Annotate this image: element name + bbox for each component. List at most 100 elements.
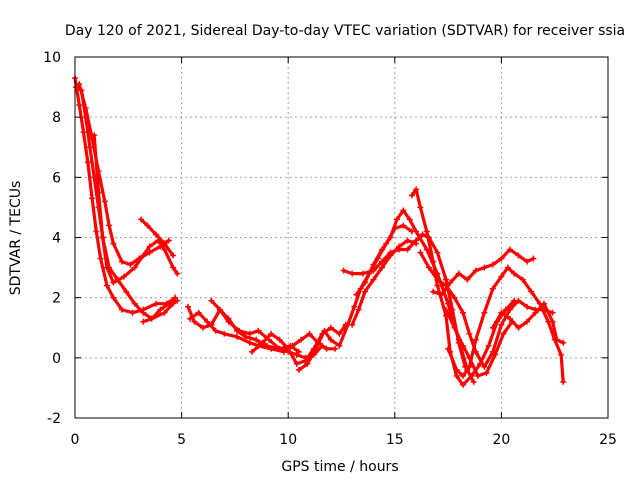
data-point: [287, 342, 294, 349]
data-point: [449, 306, 456, 313]
data-point: [106, 222, 113, 229]
data-point: [434, 276, 441, 283]
data-point: [268, 330, 275, 337]
data-point: [253, 336, 260, 343]
data-point: [472, 336, 479, 343]
x-axis-label: GPS time / hours: [281, 459, 398, 475]
series-line: [491, 302, 565, 345]
data-point: [406, 216, 413, 223]
data-point: [140, 318, 147, 325]
data-point: [370, 267, 377, 274]
data-point: [187, 315, 194, 322]
data-point: [425, 264, 432, 271]
series-line: [188, 311, 337, 354]
data-point: [140, 309, 147, 316]
data-point: [361, 279, 368, 286]
series-arc-12: [349, 237, 420, 328]
y-tick-label: 10: [43, 50, 61, 66]
data-point: [528, 288, 535, 295]
data-point: [131, 300, 138, 307]
data-point: [327, 336, 334, 343]
data-point: [553, 336, 560, 343]
x-tick-label: 15: [386, 432, 404, 448]
data-point: [131, 264, 138, 271]
data-point: [379, 246, 386, 253]
data-point: [195, 309, 202, 316]
data-point: [455, 270, 462, 277]
data-point: [474, 372, 481, 379]
data-point: [498, 255, 505, 262]
data-point: [549, 318, 556, 325]
data-point: [82, 105, 89, 112]
data-point: [353, 291, 360, 298]
series-line: [186, 305, 324, 360]
data-point: [413, 186, 420, 193]
data-point: [400, 207, 407, 214]
data-point: [138, 216, 145, 223]
data-point: [73, 84, 80, 91]
data-point: [89, 195, 96, 202]
y-tick-label: 2: [52, 291, 61, 307]
data-point: [498, 321, 505, 328]
data-point: [103, 264, 110, 271]
data-point: [93, 228, 100, 235]
series-arc-1: [72, 75, 179, 316]
data-point: [293, 351, 300, 358]
data-point: [359, 270, 366, 277]
data-point: [523, 303, 530, 310]
data-point: [460, 372, 467, 379]
data-point: [387, 234, 394, 241]
series-arc-17: [430, 246, 537, 298]
data-point: [118, 258, 125, 265]
data-point: [153, 231, 160, 238]
data-point: [336, 330, 343, 337]
data-point: [489, 285, 496, 292]
series-arc-4: [91, 132, 181, 286]
data-series: [72, 75, 567, 388]
data-point: [498, 309, 505, 316]
data-point: [481, 264, 488, 271]
data-point: [387, 249, 394, 256]
data-point: [417, 249, 424, 256]
data-point: [174, 270, 181, 277]
data-point: [468, 372, 475, 379]
data-point: [340, 267, 347, 274]
data-point: [489, 324, 496, 331]
data-point: [86, 144, 93, 151]
data-point: [370, 261, 377, 268]
series-arc-19: [489, 300, 567, 346]
grid: [75, 57, 608, 418]
data-point: [430, 258, 437, 265]
data-point: [355, 306, 362, 313]
data-point: [165, 237, 172, 244]
data-point: [101, 198, 108, 205]
data-point: [323, 345, 330, 352]
data-point: [234, 333, 241, 340]
data-point: [423, 246, 430, 253]
series-line: [74, 85, 175, 321]
data-point: [246, 339, 253, 346]
data-point: [332, 345, 339, 352]
data-point: [295, 366, 302, 373]
data-point: [451, 324, 458, 331]
data-point: [393, 216, 400, 223]
data-point: [530, 255, 537, 262]
data-point: [221, 330, 228, 337]
data-point: [438, 291, 445, 298]
series-line: [350, 238, 418, 327]
data-point: [417, 204, 424, 211]
data-point: [276, 345, 283, 352]
series-line: [342, 232, 467, 369]
data-point: [464, 276, 471, 283]
data-point: [504, 264, 511, 271]
data-point: [492, 351, 499, 358]
data-point: [121, 273, 128, 280]
y-axis-label: SDTVAR / TECUs: [8, 181, 24, 296]
data-point: [302, 357, 309, 364]
data-point: [259, 339, 266, 346]
data-point: [460, 309, 467, 316]
data-point: [127, 261, 134, 268]
data-point: [80, 129, 87, 136]
y-tick-label: -2: [47, 411, 61, 427]
data-point: [453, 366, 460, 373]
